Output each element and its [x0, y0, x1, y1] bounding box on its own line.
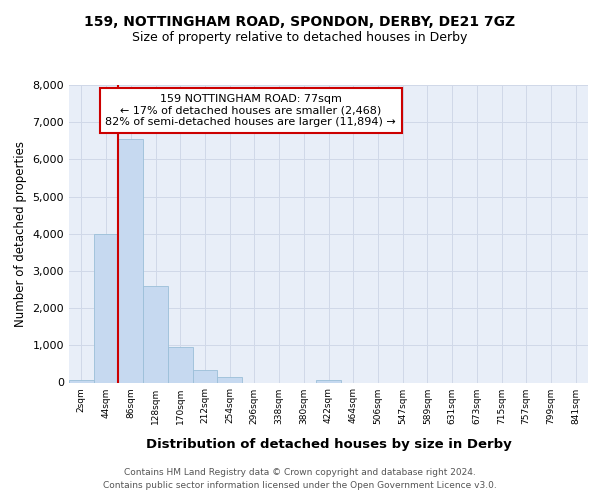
Y-axis label: Number of detached properties: Number of detached properties: [14, 141, 27, 327]
Bar: [168, 347, 193, 382]
Bar: [118, 139, 143, 382]
Text: 159, NOTTINGHAM ROAD, SPONDON, DERBY, DE21 7GZ: 159, NOTTINGHAM ROAD, SPONDON, DERBY, DE…: [85, 16, 515, 30]
Bar: [193, 370, 217, 382]
Text: 159 NOTTINGHAM ROAD: 77sqm
← 17% of detached houses are smaller (2,468)
82% of s: 159 NOTTINGHAM ROAD: 77sqm ← 17% of deta…: [105, 94, 396, 127]
Text: Size of property relative to detached houses in Derby: Size of property relative to detached ho…: [133, 31, 467, 44]
Bar: [143, 286, 168, 382]
Bar: [316, 380, 341, 382]
Bar: [217, 377, 242, 382]
Text: Contains HM Land Registry data © Crown copyright and database right 2024.: Contains HM Land Registry data © Crown c…: [124, 468, 476, 477]
Bar: [94, 234, 118, 382]
Text: Contains public sector information licensed under the Open Government Licence v3: Contains public sector information licen…: [103, 480, 497, 490]
X-axis label: Distribution of detached houses by size in Derby: Distribution of detached houses by size …: [146, 438, 511, 450]
Bar: [69, 380, 94, 382]
